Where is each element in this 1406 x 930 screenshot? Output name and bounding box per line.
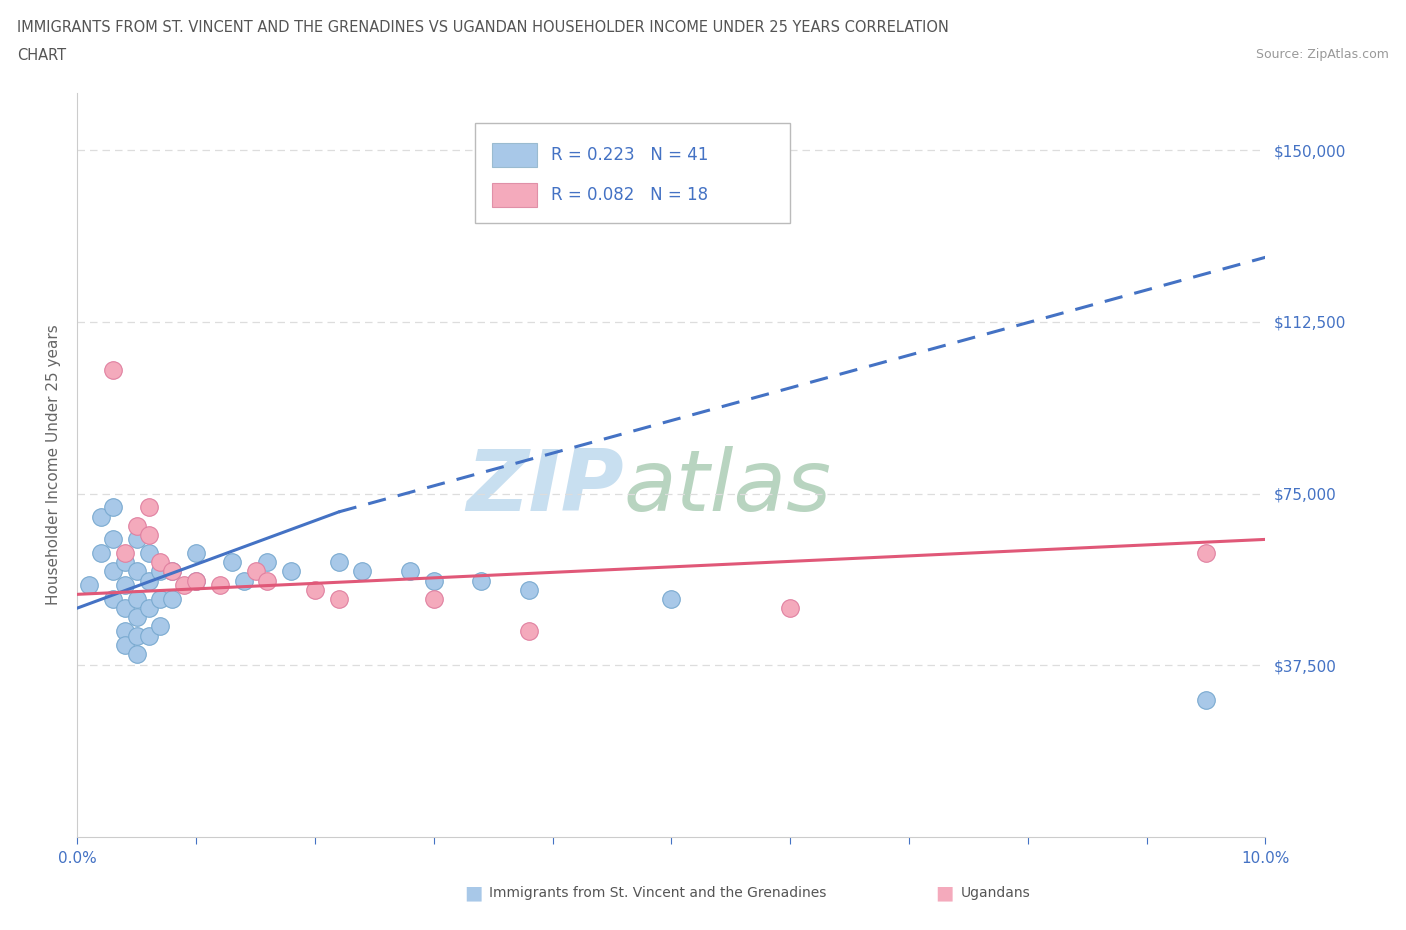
Point xyxy=(114,623,136,638)
Point xyxy=(90,509,112,524)
Point xyxy=(101,532,124,547)
Point xyxy=(162,564,184,578)
Point xyxy=(352,564,374,578)
Point xyxy=(149,591,172,606)
Point xyxy=(125,532,148,547)
Point xyxy=(125,518,148,533)
Point xyxy=(256,555,278,570)
Point xyxy=(138,601,160,616)
Point xyxy=(138,527,160,542)
Point xyxy=(114,546,136,561)
Point xyxy=(328,555,350,570)
Point xyxy=(138,628,160,643)
Point xyxy=(517,623,540,638)
Point xyxy=(1195,692,1218,707)
Point xyxy=(138,546,160,561)
Text: Ugandans: Ugandans xyxy=(960,885,1031,900)
Point xyxy=(328,591,350,606)
Point xyxy=(256,573,278,588)
Point xyxy=(221,555,243,570)
Point xyxy=(114,578,136,592)
Text: atlas: atlas xyxy=(624,445,832,529)
Point xyxy=(101,564,124,578)
Point xyxy=(1195,546,1218,561)
Point xyxy=(125,610,148,625)
Text: Immigrants from St. Vincent and the Grenadines: Immigrants from St. Vincent and the Gren… xyxy=(489,885,827,900)
FancyBboxPatch shape xyxy=(475,123,790,223)
Point xyxy=(517,582,540,597)
Point xyxy=(208,578,231,592)
Point xyxy=(125,591,148,606)
Text: IMMIGRANTS FROM ST. VINCENT AND THE GRENADINES VS UGANDAN HOUSEHOLDER INCOME UND: IMMIGRANTS FROM ST. VINCENT AND THE GREN… xyxy=(17,20,949,35)
Point xyxy=(125,628,148,643)
Point xyxy=(232,573,254,588)
Point xyxy=(114,637,136,652)
Point xyxy=(149,555,172,570)
Point xyxy=(304,582,326,597)
Point xyxy=(114,601,136,616)
Point xyxy=(101,591,124,606)
Point xyxy=(661,591,683,606)
Point xyxy=(470,573,492,588)
Text: ■: ■ xyxy=(935,884,953,902)
Text: CHART: CHART xyxy=(17,48,66,63)
Text: R = 0.082   N = 18: R = 0.082 N = 18 xyxy=(551,186,709,204)
Point xyxy=(245,564,267,578)
Point xyxy=(186,573,208,588)
Point xyxy=(149,619,172,634)
Point xyxy=(186,546,208,561)
Point xyxy=(138,500,160,515)
Y-axis label: Householder Income Under 25 years: Householder Income Under 25 years xyxy=(46,325,62,605)
FancyBboxPatch shape xyxy=(492,183,537,207)
FancyBboxPatch shape xyxy=(492,143,537,166)
Point xyxy=(125,646,148,661)
Point xyxy=(173,578,195,592)
Text: ZIP: ZIP xyxy=(467,445,624,529)
Point xyxy=(399,564,422,578)
Point xyxy=(779,601,801,616)
Point xyxy=(101,500,124,515)
Point xyxy=(186,573,208,588)
Point xyxy=(125,564,148,578)
Point xyxy=(90,546,112,561)
Text: R = 0.223   N = 41: R = 0.223 N = 41 xyxy=(551,146,709,164)
Point xyxy=(149,564,172,578)
Point xyxy=(77,578,100,592)
Point xyxy=(162,591,184,606)
Point xyxy=(114,555,136,570)
Point xyxy=(423,591,446,606)
Point xyxy=(280,564,302,578)
Text: Source: ZipAtlas.com: Source: ZipAtlas.com xyxy=(1256,48,1389,61)
Point xyxy=(162,564,184,578)
Text: ■: ■ xyxy=(464,884,482,902)
Point xyxy=(138,573,160,588)
Point xyxy=(101,363,124,378)
Point xyxy=(423,573,446,588)
